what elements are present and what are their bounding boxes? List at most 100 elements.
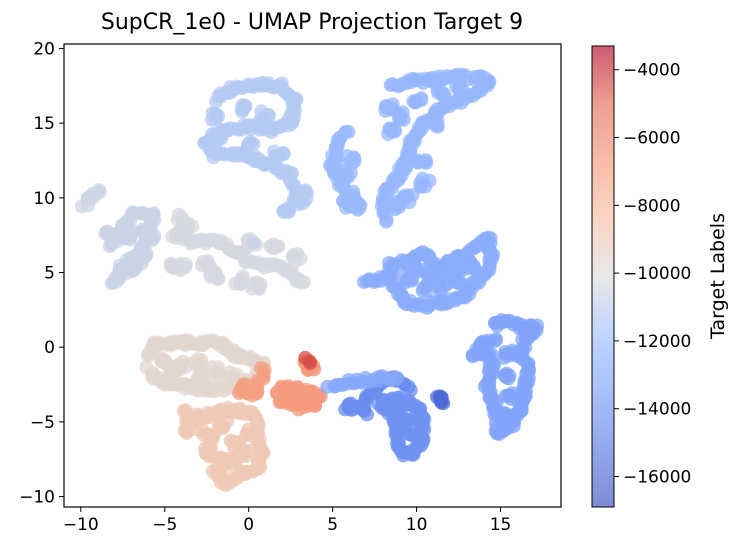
x-tick-label: 15: [490, 515, 512, 535]
data-point: [225, 457, 240, 472]
x-tick-label: 5: [327, 515, 338, 535]
data-point: [235, 101, 249, 116]
y-tick-label: 0: [44, 338, 55, 358]
y-tick-label: 15: [33, 114, 55, 134]
data-point: [385, 279, 400, 294]
x-axis: −10 −5 0 5 10 15: [63, 507, 512, 535]
data-point: [173, 257, 188, 272]
data-point: [215, 421, 230, 436]
data-point: [500, 388, 515, 403]
data-point: [162, 371, 176, 385]
data-point: [276, 146, 291, 161]
colorbar-tick-label: −16000: [623, 467, 691, 487]
data-point: [254, 361, 268, 376]
cluster-center-left: [163, 207, 312, 296]
data-point: [391, 407, 406, 422]
colorbar: −16000−14000−12000−10000−8000−6000−4000 …: [591, 45, 729, 508]
cluster-right-bottom: [465, 313, 545, 441]
data-point: [501, 371, 516, 386]
data-point: [193, 369, 208, 384]
plot-frame: [63, 43, 562, 508]
data-point: [386, 200, 401, 215]
cluster-blue-lower: [377, 390, 432, 463]
data-point: [294, 393, 309, 408]
data-point: [297, 275, 312, 289]
cluster-gray-dot: [246, 235, 261, 250]
data-point: [263, 239, 278, 254]
data-point: [377, 402, 392, 416]
data-point: [455, 259, 470, 274]
data-point: [392, 107, 407, 122]
data-point: [209, 107, 224, 122]
data-point: [401, 426, 416, 441]
data-point: [285, 249, 300, 264]
colorbar-tick-label: −10000: [623, 264, 691, 284]
data-point: [117, 229, 132, 244]
data-point: [416, 280, 431, 295]
y-tick-label: 10: [33, 189, 55, 209]
data-point: [235, 447, 250, 462]
data-point: [341, 397, 356, 412]
data-point: [437, 87, 452, 102]
x-tick-label: −5: [152, 515, 177, 535]
data-point: [302, 354, 317, 369]
data-point: [389, 371, 404, 385]
data-point: [233, 275, 247, 290]
data-point: [382, 121, 397, 136]
data-point: [434, 283, 449, 298]
data-point: [360, 407, 375, 422]
data-point: [194, 352, 209, 367]
data-point: [496, 350, 511, 365]
data-point: [179, 421, 194, 436]
cluster-red-dot: [298, 350, 317, 371]
cluster-right-mid: [356, 230, 501, 315]
cluster-right-top-b: [323, 124, 368, 217]
data-point: [410, 264, 425, 279]
data-point: [225, 434, 240, 449]
y-tick-label: −10: [19, 488, 55, 508]
colorbar-tick-label: −8000: [623, 196, 681, 216]
data-point: [92, 184, 107, 199]
x-tick-label: 0: [243, 515, 254, 535]
data-point: [406, 94, 421, 109]
data-point: [379, 214, 394, 229]
data-point: [338, 170, 353, 185]
data-point: [261, 107, 276, 122]
colorbar-fill: [592, 46, 614, 507]
data-point: [436, 396, 451, 411]
cluster-blue-small: [430, 389, 451, 411]
data-point: [452, 82, 467, 97]
data-point: [413, 179, 428, 194]
data-point: [208, 266, 223, 281]
y-tick-label: 5: [44, 264, 55, 284]
colorbar-frame: [591, 45, 615, 508]
cluster-bottom-left: [176, 401, 271, 493]
data-point: [403, 383, 418, 398]
data-point: [135, 225, 150, 240]
cluster-center-salmon: [232, 361, 272, 403]
data-point: [489, 332, 504, 347]
cluster-mid-left-b: [98, 205, 162, 291]
data-point: [378, 99, 393, 113]
cluster-pale-blue-dots: [320, 369, 404, 394]
data-point: [100, 224, 115, 239]
data-point: [296, 184, 311, 199]
y-axis: −10 −5 0 5 10 15 20: [19, 39, 64, 508]
chart-title: SupCR_1e0 - UMAP Projection Target 9: [101, 10, 523, 35]
data-point: [428, 117, 443, 132]
data-point: [139, 360, 154, 375]
data-point: [243, 136, 258, 151]
colorbar-tick-label: −14000: [623, 400, 691, 420]
y-tick-label: −5: [30, 413, 55, 433]
data-point: [251, 279, 266, 294]
point-layer: [74, 67, 545, 493]
colorbar-tick-label: −6000: [623, 129, 681, 149]
data-point: [347, 151, 362, 166]
cluster-right-top: [374, 67, 497, 229]
colorbar-tick-label: −12000: [623, 332, 691, 352]
cluster-center-orange: [269, 355, 328, 417]
colorbar-ticks: −16000 −14000 −12000 −10000 −8000 −6000 −4000: [614, 61, 691, 487]
cluster-mid-left: [74, 183, 107, 214]
data-point: [276, 204, 291, 219]
